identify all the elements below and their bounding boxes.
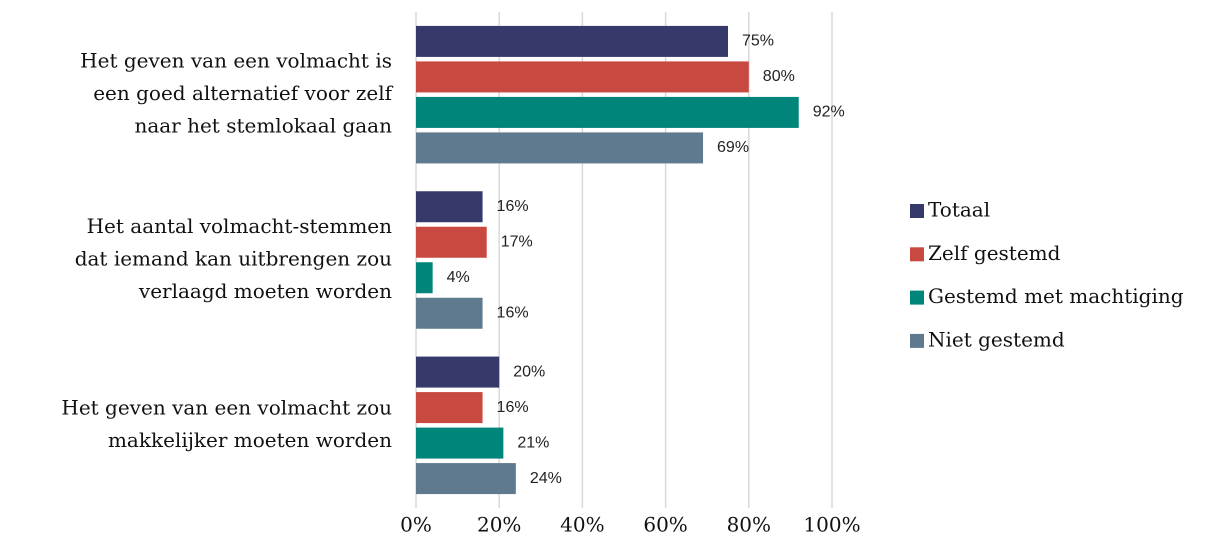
bar (416, 356, 500, 388)
category-label: Het geven van een volmacht zou (61, 396, 392, 420)
bar (416, 262, 433, 294)
legend-label: Zelf gestemd (928, 241, 1061, 265)
category-label: naar het stemlokaal gaan (134, 114, 392, 138)
x-tick-label: 80% (727, 513, 771, 537)
value-label: 92% (813, 104, 845, 121)
value-label: 80% (763, 68, 795, 85)
x-tick-label: 100% (803, 513, 860, 537)
legend-label: Gestemd met machtiging (928, 284, 1184, 308)
value-label: 16% (497, 198, 529, 215)
legend-label: Niet gestemd (928, 327, 1065, 351)
legend-swatch (910, 204, 924, 218)
bar (416, 191, 483, 223)
x-tick-label: 60% (643, 513, 687, 537)
value-label: 24% (530, 470, 562, 487)
category-label: een goed alternatief voor zelf (93, 81, 393, 105)
category-label: dat iemand kan uitbrengen zou (75, 247, 392, 271)
value-label: 21% (517, 434, 549, 451)
bar (416, 25, 728, 57)
category-label: verlaagd moeten worden (138, 279, 392, 303)
category-label: makkelijker moeten worden (108, 428, 392, 452)
x-tick-label: 0% (400, 513, 432, 537)
x-tick-label: 20% (477, 513, 521, 537)
legend-swatch (910, 333, 924, 348)
legend-swatch (910, 290, 924, 305)
bar (416, 427, 504, 459)
value-label: 17% (501, 233, 533, 250)
bar (416, 297, 483, 329)
value-label: 16% (497, 399, 529, 416)
category-label: Het geven van een volmacht is (80, 49, 392, 73)
category-label: Het aantal volmacht-stemmen (87, 214, 393, 238)
legend-label: Totaal (928, 198, 990, 222)
legend-swatch (910, 247, 924, 262)
value-label: 75% (742, 33, 774, 50)
bar (416, 132, 704, 164)
bar (416, 226, 487, 258)
value-label: 20% (513, 363, 545, 380)
value-label: 4% (447, 269, 470, 286)
bar (416, 61, 749, 93)
bar (416, 96, 799, 128)
x-tick-label: 40% (560, 513, 604, 537)
bar (416, 463, 516, 495)
value-label: 16% (497, 304, 529, 321)
value-label: 69% (717, 139, 749, 156)
bar (416, 392, 483, 424)
